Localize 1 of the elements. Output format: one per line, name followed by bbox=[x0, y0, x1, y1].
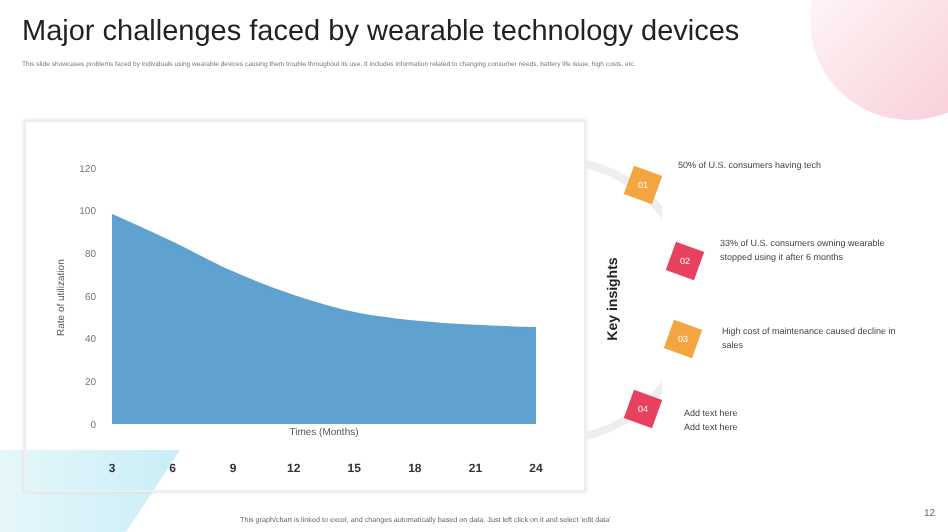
chart-title: Major challenges faced by wearable technology devices bbox=[22, 16, 740, 48]
